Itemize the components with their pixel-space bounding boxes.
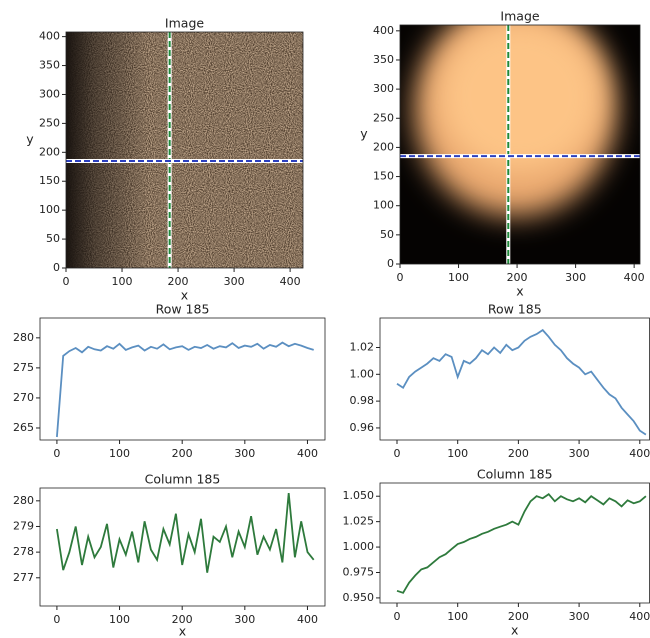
x-tick-label: 200 [508, 447, 529, 460]
y-tick-label: 1.00 [350, 367, 375, 380]
y-tick-label: 100 [39, 203, 60, 216]
image [66, 32, 303, 268]
y-tick-label: 1.025 [343, 515, 375, 528]
y-tick-label: 0 [53, 261, 60, 274]
x-tick-label: 200 [508, 610, 529, 623]
chart-title: Row 185 [488, 302, 542, 317]
x-tick-label: 0 [393, 447, 400, 460]
x-tick-label: 0 [393, 610, 400, 623]
x-tick-label: 300 [234, 613, 255, 626]
x-tick-label: 300 [569, 610, 590, 623]
y-tick-label: 150 [373, 170, 394, 183]
chart-title: Row 185 [156, 302, 210, 317]
x-tick-label: 400 [629, 447, 650, 460]
y-tick-label: 400 [373, 24, 394, 37]
y-tick-label: 250 [39, 116, 60, 129]
y-tick-label: 400 [39, 30, 60, 43]
x-tick-label: 200 [168, 275, 189, 288]
y-axis-label: y [360, 126, 368, 141]
y-tick-label: 278 [13, 545, 34, 558]
plot-area [39, 317, 326, 441]
panel: 0 100 200 300 400 0.950 0.975 1.000 1.025 1.050 Co… [343, 467, 650, 638]
x-tick-label: 100 [112, 275, 133, 288]
y-tick-label: 150 [39, 174, 60, 187]
x-tick-label: 100 [448, 271, 469, 284]
panel: 0 100 200 300 400 0 50 100 150 200 250 300 350 400 Ima… [26, 16, 304, 303]
plot-area [39, 487, 326, 607]
x-tick-label: 400 [629, 610, 650, 623]
x-tick-label: 400 [280, 275, 301, 288]
y-tick-label: 0 [387, 257, 394, 270]
x-tick-label: 100 [109, 613, 130, 626]
chart-title: Column 185 [145, 472, 221, 487]
image-core [438, 25, 602, 174]
image [400, 25, 640, 264]
x-tick-label: 400 [297, 447, 318, 460]
data-line [56, 341, 314, 438]
x-tick-label: 200 [507, 271, 528, 284]
x-tick-label: 300 [565, 271, 586, 284]
y-tick-label: 200 [373, 140, 394, 153]
y-tick-label: 275 [13, 361, 34, 374]
x-tick-label: 0 [63, 275, 70, 288]
x-tick-label: 100 [109, 447, 130, 460]
y-tick-label: 0.98 [350, 394, 375, 407]
x-tick-label: 300 [224, 275, 245, 288]
panel: 0 100 200 300 400 0.96 0.98 1.00 1.02 Row 185 [350, 302, 650, 461]
x-axis-label: x [181, 288, 188, 303]
x-tick-label: 0 [53, 447, 60, 460]
y-tick-label: 0.950 [343, 591, 375, 604]
y-tick-label: 50 [46, 232, 60, 245]
x-tick-label: 400 [624, 271, 645, 284]
data-line [56, 493, 315, 573]
y-tick-label: 50 [380, 228, 394, 241]
y-tick-label: 280 [13, 331, 34, 344]
y-axis-label: y [26, 132, 34, 147]
panel: 0 100 200 300 400 265 270 275 280 Row 185 [13, 302, 326, 460]
y-tick-label: 270 [13, 391, 34, 404]
y-tick-label: 279 [13, 519, 34, 532]
y-tick-label: 1.000 [343, 540, 375, 553]
frame [65, 31, 304, 269]
x-tick-label: 200 [172, 613, 193, 626]
y-tick-label: 250 [373, 111, 394, 124]
y-tick-label: 300 [39, 87, 60, 100]
image-shade [66, 32, 303, 268]
x-axis-label: x [511, 623, 518, 638]
x-tick-label: 200 [172, 447, 193, 460]
x-tick-label: 100 [447, 610, 468, 623]
x-tick-label: 100 [447, 447, 468, 460]
y-tick-label: 350 [39, 59, 60, 72]
x-axis-label: x [516, 284, 523, 299]
x-axis-label: x [179, 624, 186, 638]
plot-area [379, 482, 650, 604]
y-tick-label: 200 [39, 145, 60, 158]
y-tick-label: 0.975 [343, 565, 375, 578]
x-tick-label: 300 [569, 447, 590, 460]
chart-title: Column 185 [477, 467, 553, 482]
chart-title: Image [165, 16, 204, 31]
y-tick-label: 277 [13, 571, 34, 584]
data-line [396, 493, 647, 594]
x-tick-label: 300 [234, 447, 255, 460]
y-tick-label: 300 [373, 82, 394, 95]
plot-area [379, 317, 650, 441]
x-tick-label: 400 [297, 613, 318, 626]
y-tick-label: 1.050 [343, 489, 375, 502]
y-tick-label: 350 [373, 53, 394, 66]
y-tick-label: 0.96 [350, 421, 375, 434]
panel: 0 100 200 300 400 277 278 279 280 Column 185 x [13, 472, 326, 638]
y-tick-label: 280 [13, 494, 34, 507]
y-tick-label: 265 [13, 421, 34, 434]
chart-title: Image [500, 9, 539, 24]
panel: 0 100 200 300 400 0 50 100 150 200 250 300 350 400 Ima… [360, 9, 645, 299]
data-line [396, 328, 647, 436]
x-tick-label: 0 [53, 613, 60, 626]
y-tick-label: 1.02 [350, 340, 375, 353]
x-tick-label: 0 [397, 271, 404, 284]
frame [399, 24, 641, 265]
y-tick-label: 100 [373, 199, 394, 212]
